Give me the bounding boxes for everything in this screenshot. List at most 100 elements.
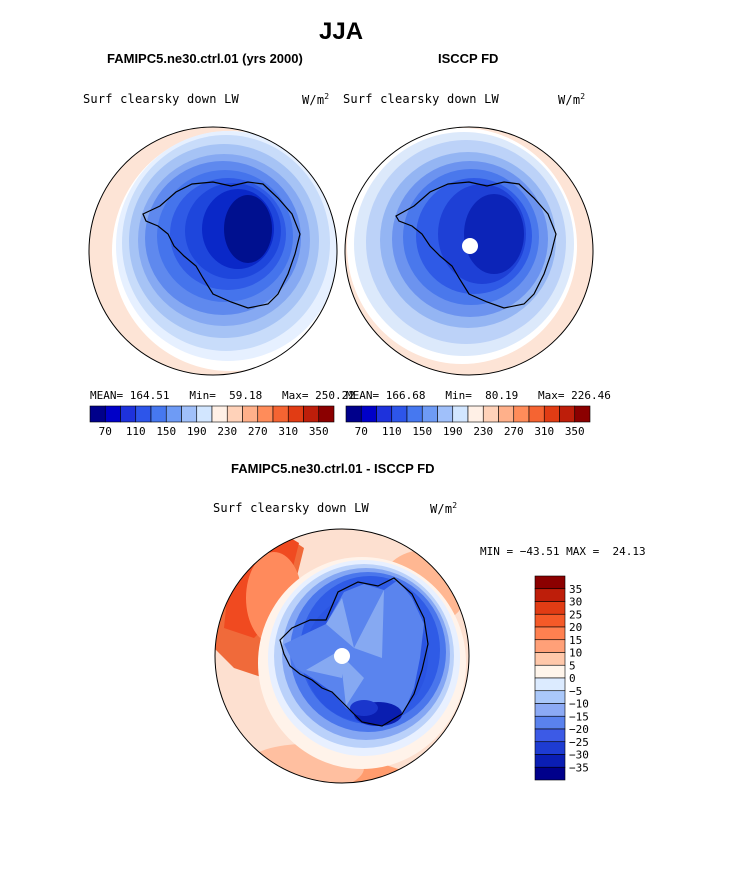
left-colorbar-tick-label: 230	[217, 425, 237, 438]
diff-colorbar-box-10	[534, 703, 566, 717]
right-field-label: Surf clearsky down LW	[343, 92, 499, 106]
diff-colorbar-box-1	[534, 588, 566, 602]
right-colorbar-box-0	[345, 405, 362, 423]
left-stats: MEAN= 164.51 Min= 59.18 Max= 250.22	[90, 389, 355, 402]
left-colorbar-box-5	[165, 405, 182, 423]
left-colorbar-tick-label: 150	[156, 425, 176, 438]
left-panel-title: FAMIPC5.ne30.ctrl.01 (yrs 2000)	[107, 51, 303, 66]
right-colorbar-box-6	[437, 405, 454, 423]
diff-colorbar-tick-label: 15	[569, 634, 582, 647]
right-colorbar-box-11	[513, 405, 530, 423]
diff-colorbar-box-0	[534, 575, 566, 590]
right-colorbar-tick-label: 70	[355, 425, 368, 438]
right-colorbar-box-10	[498, 405, 515, 423]
diff-colorbar-box-13	[534, 741, 566, 755]
right-panel-title: ISCCP FD	[438, 51, 499, 66]
left-units: W/m	[302, 93, 325, 107]
diff-colorbar-tick-label: −10	[569, 698, 589, 711]
left-colorbar-box-13	[287, 405, 304, 423]
diff-colorbar-box-11	[534, 715, 566, 730]
diff-units: W/m	[430, 502, 453, 516]
diff-colorbar-tick-label: −35	[569, 761, 589, 774]
right-units-sup: 2	[580, 92, 586, 101]
diff-colorbar-box-7	[534, 664, 566, 679]
diff-colorbar-box-14	[534, 754, 566, 768]
right-colorbar-box-5	[421, 405, 438, 423]
right-colorbar-box-7	[452, 405, 469, 423]
left-colorbar-box-7	[196, 405, 213, 423]
diff-colorbar-box-5	[534, 639, 566, 653]
left-colorbar-tick-label: 310	[278, 425, 298, 438]
left-colorbar-box-10	[242, 405, 259, 423]
diff-colorbar-box-8	[534, 677, 566, 692]
left-colorbar-box-0	[89, 405, 106, 423]
right-colorbar-box-15	[574, 405, 591, 423]
diff-colorbar-tick-label: 30	[569, 596, 582, 609]
left-colorbar-box-2	[120, 405, 137, 423]
diff-units-sup: 2	[452, 501, 458, 510]
left-colorbar-box-15	[318, 405, 335, 423]
diff-units-label: W/m2	[430, 501, 457, 516]
right-colorbar-tick-label: 310	[534, 425, 554, 438]
right-colorbar-box-4	[406, 405, 423, 423]
left-colorbar-box-8	[211, 405, 228, 423]
right-colorbar-box-1	[360, 405, 377, 423]
diff-panel-title: FAMIPC5.ne30.ctrl.01 - ISCCP FD	[231, 461, 435, 476]
diff-colorbar-box-3	[534, 613, 566, 628]
left-colorbar-box-12	[272, 405, 289, 423]
right-polar-map	[344, 126, 594, 376]
diff-colorbar-box-4	[534, 626, 566, 641]
left-colorbar: 70 110 150 190 230 270 310 350	[89, 405, 335, 438]
diff-colorbar-tick-label: −15	[569, 710, 589, 723]
diff-colorbar-tick-label: 0	[569, 672, 576, 685]
right-colorbar-tick-label: 190	[443, 425, 463, 438]
right-colorbar-tick-label: 150	[412, 425, 432, 438]
diff-colorbar-tick-label: 25	[569, 608, 582, 621]
left-colorbar-box-9	[226, 405, 243, 423]
main-title: JJA	[319, 18, 364, 45]
left-colorbar-tick-label: 110	[126, 425, 146, 438]
left-colorbar-box-1	[104, 405, 121, 423]
right-colorbar-box-13	[543, 405, 560, 423]
left-colorbar-box-4	[150, 405, 167, 423]
left-polar-map	[88, 126, 338, 376]
right-units: W/m	[558, 93, 581, 107]
left-colorbar-tick-label: 70	[99, 425, 112, 438]
left-colorbar-box-3	[135, 405, 152, 423]
diff-field-label: Surf clearsky down LW	[213, 501, 369, 515]
diff-colorbar-tick-label: 5	[569, 659, 576, 672]
left-units-sup: 2	[324, 92, 330, 101]
right-colorbar-tick-label: 110	[382, 425, 402, 438]
diff-colorbar-box-12	[534, 728, 566, 743]
left-colorbar-box-6	[181, 405, 198, 423]
right-colorbar: 70 110 150 190 230 270 310 350	[345, 405, 591, 438]
diff-colorbar-tick-label: −25	[569, 736, 589, 749]
right-colorbar-box-3	[391, 405, 408, 423]
diff-colorbar-box-15	[534, 766, 566, 781]
left-colorbar-tick-label: 270	[248, 425, 268, 438]
diff-stats: MIN = −43.51 MAX = 24.13	[480, 545, 646, 558]
right-colorbar-box-9	[482, 405, 499, 423]
diff-colorbar-tick-label: −5	[569, 685, 582, 698]
right-units-label: W/m2	[558, 92, 585, 107]
right-colorbar-tick-label: 230	[473, 425, 493, 438]
diff-colorbar-tick-label: −20	[569, 723, 589, 736]
diff-colorbar-tick-label: 10	[569, 647, 582, 660]
diff-polar-map	[214, 528, 470, 784]
left-field-label: Surf clearsky down LW	[83, 92, 239, 106]
diff-colorbar-box-6	[534, 652, 566, 666]
diff-colorbar-box-2	[534, 601, 566, 615]
right-colorbar-box-12	[528, 405, 545, 423]
diff-colorbar-tick-label: −30	[569, 749, 589, 762]
left-units-label: W/m2	[302, 92, 329, 107]
right-colorbar-box-2	[376, 405, 393, 423]
right-colorbar-box-8	[467, 405, 484, 423]
right-stats: MEAN= 166.68 Min= 80.19 Max= 226.46	[346, 389, 611, 402]
left-colorbar-box-14	[303, 405, 320, 423]
diff-colorbar-tick-label: 20	[569, 621, 582, 634]
diff-colorbar-box-9	[534, 690, 566, 704]
diff-colorbar-tick-label: 35	[569, 583, 582, 596]
left-colorbar-tick-label: 350	[309, 425, 329, 438]
right-colorbar-box-14	[559, 405, 576, 423]
